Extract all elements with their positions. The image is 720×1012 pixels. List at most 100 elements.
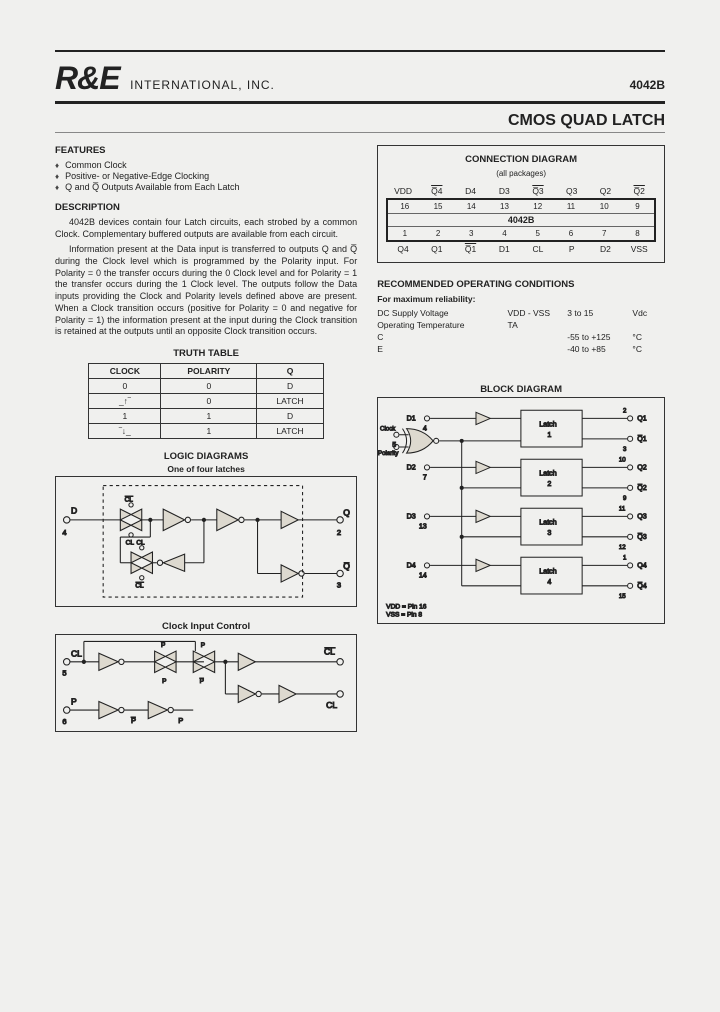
svg-text:Q̅: Q̅ [343,561,350,571]
truth-heading: TRUTH TABLE [55,348,357,359]
svg-text:Q2: Q2 [637,463,647,471]
svg-text:D: D [71,505,77,515]
svg-text:3: 3 [337,580,341,589]
svg-text:D3: D3 [407,512,416,520]
svg-text:Q̅2: Q̅2 [637,484,647,492]
svg-text:VDD = Pin 16: VDD = Pin 16 [386,603,427,610]
tt-cell: ‾↓_ [89,423,161,438]
logic-heading: LOGIC DIAGRAMS [55,451,357,462]
svg-text:14: 14 [419,572,427,580]
tt-cell: 1 [161,408,257,423]
svg-text:13: 13 [419,523,427,531]
tt-col: POLARITY [161,363,257,378]
svg-text:D4: D4 [407,561,416,569]
tt-col: CLOCK [89,363,161,378]
page-title: CMOS QUAD LATCH [55,112,665,133]
svg-text:11: 11 [619,505,626,512]
connection-diagram: CONNECTION DIAGRAM (all packages) VDDQ̅4… [377,145,665,263]
operating-conditions: RECOMMENDED OPERATING CONDITIONS For max… [377,279,665,354]
conn-bot-labels: Q4Q1Q̅1D1CLPD2VSS [386,244,656,254]
svg-text:3: 3 [623,446,627,453]
svg-text:CL: CL [71,648,82,658]
conn-top-labels: VDDQ̅4D4D3Q̅3Q3Q2Q̅2 [386,186,656,196]
tt-cell: D [257,408,324,423]
tt-cell: 0 [89,378,161,393]
svg-text:15: 15 [619,593,626,600]
tt-cell: 0 [161,378,257,393]
svg-text:2: 2 [548,480,552,488]
block-heading: BLOCK DIAGRAM [377,384,665,395]
tt-cell: 1 [161,423,257,438]
tt-cell: D [257,378,324,393]
svg-text:C̅L̅: C̅L̅ [324,646,336,656]
svg-text:P̅: P̅ [200,677,204,685]
svg-text:C̅L̅: C̅L̅ [125,496,134,504]
company-name: INTERNATIONAL, INC. [130,78,275,92]
svg-text:Q4: Q4 [637,561,647,569]
svg-text:Latch: Latch [539,421,556,429]
logic-diagram: LOGIC DIAGRAMS One of four latches 4 D [55,451,357,607]
tt-cell: LATCH [257,423,324,438]
svg-text:CL: CL [326,699,337,709]
svg-text:1: 1 [548,431,552,439]
clock-control-diagram: Clock Input Control CL 5 P̅ P [55,621,357,732]
tt-cell: 0 [161,393,257,408]
feature-item: Q and Q̅ Outputs Available from Each Lat… [55,182,357,192]
clockctl-heading: Clock Input Control [55,621,357,632]
tt-cell: LATCH [257,393,324,408]
svg-text:1: 1 [623,554,627,561]
roc-heading: RECOMMENDED OPERATING CONDITIONS [377,279,665,290]
description-text: 4042B devices contain four Latch circuit… [55,217,357,338]
logic-sub: One of four latches [55,464,357,474]
svg-text:CL: CL [136,539,145,546]
logo: R&E [55,60,120,96]
description-p2: Information present at the Data input is… [55,244,357,338]
svg-text:Q̅4: Q̅4 [637,582,647,590]
svg-text:Q3: Q3 [637,512,647,520]
block-diagram: BLOCK DIAGRAM Latch 1 Latch 2 [377,384,665,624]
description-heading: DESCRIPTION [55,202,357,213]
svg-text:5: 5 [62,668,66,677]
svg-text:7: 7 [423,474,427,482]
tt-cell: 1 [89,408,161,423]
svg-text:P: P [178,715,183,724]
svg-text:Clock: Clock [380,426,396,433]
chip-label: 4042B [388,213,654,227]
svg-text:2: 2 [623,407,627,414]
svg-text:D2: D2 [407,463,416,471]
svg-text:D1: D1 [407,414,416,422]
part-number: 4042B [630,78,665,92]
svg-text:6: 6 [62,716,66,725]
feature-item: Positive- or Negative-Edge Clocking [55,171,357,181]
tt-col: Q [257,363,324,378]
conn-sub: (all packages) [386,169,656,178]
svg-text:VSS = Pin 8: VSS = Pin 8 [386,611,422,618]
logic-svg: 4 D C̅L̅ CL [56,477,356,606]
svg-text:Q̅3: Q̅3 [637,533,647,541]
feature-item: Common Clock [55,160,357,170]
features-list: Common Clock Positive- or Negative-Edge … [55,160,357,192]
svg-text:Latch: Latch [539,470,556,478]
chip-body: 161514131211109 4042B 12345678 [386,198,656,242]
svg-text:12: 12 [619,544,626,551]
svg-text:P: P [201,641,205,648]
svg-text:9: 9 [623,495,627,502]
svg-text:2: 2 [337,528,341,537]
svg-text:4: 4 [423,425,427,433]
svg-text:Latch: Latch [539,568,556,576]
svg-text:Latch: Latch [539,519,556,527]
tt-cell: _↑‾ [89,393,161,408]
block-svg: Latch1 Latch2 Latch3 Latch4 D1 4 [378,398,664,623]
svg-text:Q̅1: Q̅1 [637,435,647,443]
svg-text:P: P [162,678,166,685]
truth-table: TRUTH TABLE CLOCK POLARITY Q 00D _↑‾0LAT… [55,348,357,439]
header: R&E INTERNATIONAL, INC. 4042B [55,60,665,104]
svg-text:3: 3 [548,529,552,537]
description-p1: 4042B devices contain four Latch circuit… [55,217,357,240]
svg-text:P: P [71,696,77,706]
svg-text:P̅: P̅ [161,640,165,648]
svg-text:CL: CL [126,539,135,546]
features-heading: FEATURES [55,145,357,156]
svg-text:C̅L̅: C̅L̅ [135,581,144,589]
svg-text:P̅: P̅ [130,715,136,724]
